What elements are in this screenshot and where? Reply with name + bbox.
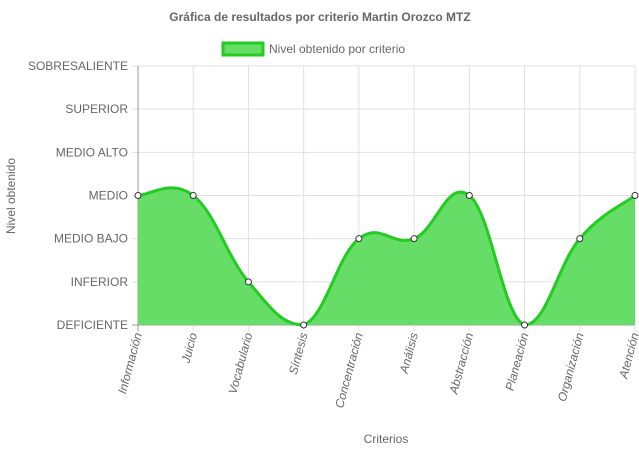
data-point-4[interactable] <box>355 235 363 243</box>
y-tick-label: INFERIOR <box>71 275 129 289</box>
data-point-1[interactable] <box>189 192 197 199</box>
y-tick-label: DEFICIENTE <box>57 318 128 332</box>
x-axis-ticks: Información Juicio Vocabulario Síntesis Conc… <box>115 331 639 410</box>
series-area-fill <box>138 187 635 325</box>
data-point-2[interactable] <box>244 278 252 286</box>
chart-title: Gráfica de resultados por criterio Marti… <box>169 10 470 24</box>
x-tick-label: Análisis <box>397 331 421 376</box>
series-line <box>137 186 636 327</box>
x-tick-label: Juicio <box>178 331 200 366</box>
x-tick-label: Información <box>115 331 145 395</box>
x-tick-label: Vocabulario <box>226 331 256 396</box>
x-tick-label: Síntesis <box>286 331 311 376</box>
x-tick-label: Organización <box>555 331 587 403</box>
y-axis-ticks: DEFICIENTE INFERIOR MEDIO BAJO MEDIO MEDIO A… <box>28 59 128 332</box>
x-tick-label: Atención <box>616 331 639 381</box>
x-axis-label: Criterios <box>364 432 409 446</box>
legend-swatch <box>221 41 265 57</box>
series-area <box>137 186 636 327</box>
data-point-5[interactable] <box>410 235 418 243</box>
y-tick-label: SOBRESALIENTE <box>28 59 128 73</box>
data-point-9[interactable] <box>631 192 639 199</box>
data-point-6[interactable] <box>465 192 473 199</box>
y-tick-label: SUPERIOR <box>65 102 128 116</box>
legend-label: Nivel obtenido por criterio <box>269 42 405 56</box>
x-tick-label: Concentración <box>332 331 366 410</box>
x-tick-label: Planeación <box>503 331 532 392</box>
y-tick-label: MEDIO <box>89 189 128 203</box>
y-tick-label: MEDIO ALTO <box>56 145 128 159</box>
data-points <box>134 192 639 329</box>
x-tick-label: Abstracción <box>446 331 476 396</box>
legend[interactable]: Nivel obtenido por criterio <box>221 41 405 57</box>
data-point-7[interactable] <box>521 321 529 329</box>
y-tick-label: MEDIO BAJO <box>54 232 128 246</box>
data-point-3[interactable] <box>300 321 308 329</box>
data-point-0[interactable] <box>134 192 142 199</box>
y-axis-label: Nivel obtenido <box>4 158 18 234</box>
data-point-8[interactable] <box>576 235 584 243</box>
